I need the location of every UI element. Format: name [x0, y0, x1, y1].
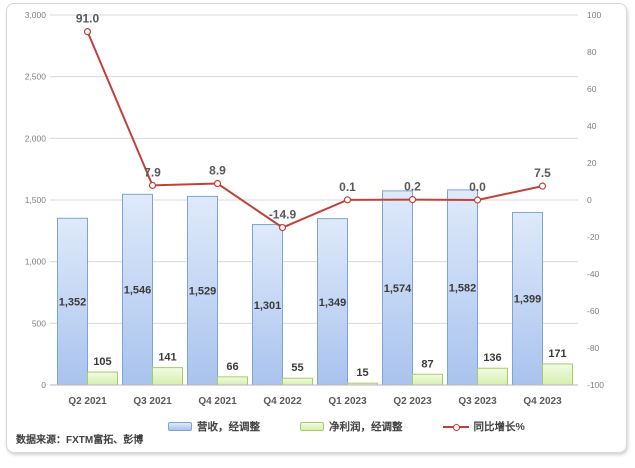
growth-line-marker: [148, 181, 157, 189]
growth-line-label: 0.2: [404, 180, 421, 194]
category-label: Q2 2021: [68, 396, 107, 407]
growth-line-marker: [343, 196, 352, 204]
profit-bar-label: 136: [483, 352, 501, 364]
profit-bar-label: 141: [158, 352, 176, 364]
revenue-bar-label: 1,582: [449, 282, 477, 294]
right-axis-tick-label: 100: [587, 10, 601, 20]
growth-line-marker: [538, 182, 547, 190]
profit-bar-label: 55: [291, 362, 303, 374]
revenue-bar: [57, 217, 88, 386]
growth-line-label: -14.9: [269, 208, 297, 222]
left-axis-tick-label: 3,000: [25, 10, 47, 20]
growth-line-marker: [408, 196, 417, 204]
revenue-bar-label: 1,301: [254, 300, 282, 312]
legend-item-revenue: 营收，经调整: [168, 419, 260, 434]
profit-bar: [87, 371, 118, 386]
right-axis-tick-label: -60: [587, 306, 600, 316]
right-axis-tick-label: -100: [587, 380, 604, 390]
legend-label-profit: 净利润，经调整: [329, 421, 403, 433]
chart-legend: 营收，经调整 净利润，经调整 同比增长%: [168, 419, 525, 434]
profit-bar: [152, 367, 183, 386]
left-axis-tick-label: 500: [32, 318, 46, 328]
revenue-swatch-icon: [168, 422, 192, 431]
category-label: Q3 2021: [133, 396, 172, 407]
profit-bar: [542, 363, 573, 386]
profit-bar-label: 87: [421, 358, 433, 370]
right-axis-tick-label: -40: [587, 269, 600, 279]
growth-line-label: 0.0: [469, 180, 486, 194]
right-axis-tick-label: 20: [587, 158, 597, 168]
profit-swatch-icon: [300, 422, 324, 431]
revenue-bar: [317, 218, 348, 386]
legend-item-profit: 净利润，经调整: [300, 419, 403, 434]
growth-line-marker: [83, 28, 92, 36]
growth-line-label: 0.1: [339, 180, 356, 194]
growth-line-label: 7.9: [144, 165, 161, 179]
revenue-bar: [447, 189, 478, 386]
left-axis-tick-label: 1,500: [25, 195, 47, 205]
left-axis-tick-label: 0: [41, 380, 46, 390]
left-axis-tick-label: 2,000: [25, 133, 47, 143]
right-axis-tick-label: -20: [587, 232, 600, 242]
right-axis-tick-label: 80: [587, 47, 597, 57]
category-label: Q2 2023: [393, 396, 432, 407]
category-label: Q4 2021: [198, 396, 237, 407]
revenue-bar-label: 1,574: [384, 283, 412, 295]
revenue-bar-label: 1,349: [319, 297, 347, 309]
growth-line-marker: [473, 196, 482, 204]
legend-label-growth: 同比增长%: [473, 421, 525, 433]
revenue-bar-label: 1,546: [124, 285, 152, 297]
left-axis-tick-label: 2,500: [25, 72, 47, 82]
left-axis-tick-label: 1,000: [25, 257, 47, 267]
growth-line-swatch-icon: [442, 422, 469, 431]
revenue-bar: [252, 224, 283, 386]
revenue-bar-label: 1,352: [59, 297, 87, 309]
profit-bar-label: 171: [548, 348, 566, 360]
revenue-bar: [382, 190, 413, 386]
right-axis-tick-label: 0: [587, 195, 592, 205]
revenue-bar: [187, 195, 218, 386]
category-label: Q1 2023: [328, 396, 367, 407]
profit-bar: [477, 367, 508, 386]
revenue-bar: [122, 193, 153, 386]
category-label: Q4 2022: [263, 396, 302, 407]
profit-bar-label: 105: [93, 356, 111, 368]
profit-bar: [282, 377, 313, 386]
right-axis-tick-label: -80: [587, 343, 600, 353]
category-label: Q4 2023: [523, 396, 562, 407]
revenue-bar-label: 1,399: [514, 294, 542, 306]
profit-bar: [217, 376, 248, 386]
profit-bar-label: 66: [226, 361, 238, 373]
revenue-bar-label: 1,529: [189, 286, 217, 298]
growth-line-label: 91.0: [76, 12, 100, 26]
growth-line-marker: [278, 223, 287, 232]
growth-line-marker: [213, 179, 222, 188]
source-note: 数据来源：FXTM富拓、彭博: [16, 435, 144, 446]
legend-label-revenue: 营收，经调整: [197, 421, 260, 433]
category-label: Q3 2023: [458, 396, 497, 407]
growth-line-label: 8.9: [209, 164, 226, 178]
right-axis-tick-label: 60: [587, 84, 597, 94]
legend-item-growth: 同比增长%: [442, 419, 525, 434]
growth-line-label: 7.5: [534, 166, 551, 180]
profit-bar: [412, 373, 443, 386]
profit-bar-label: 15: [356, 367, 368, 379]
right-axis-tick-label: 40: [587, 121, 597, 131]
growth-line: [86, 31, 543, 229]
